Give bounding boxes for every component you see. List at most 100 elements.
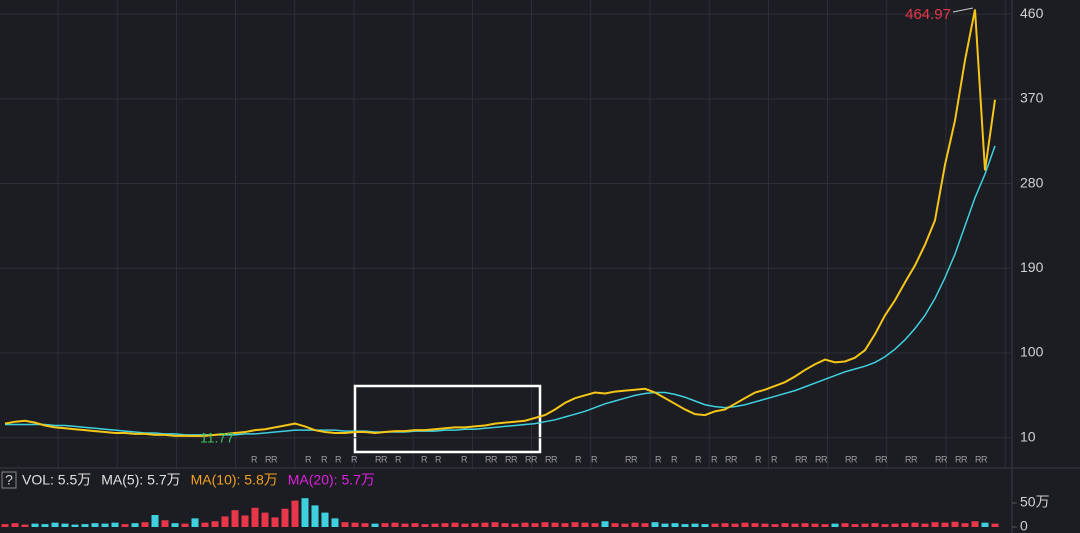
volume-bar (11, 523, 19, 527)
volume-bar (321, 512, 329, 527)
volume-tick-label: 0 (1020, 518, 1028, 533)
r-marker: R (975, 454, 982, 464)
volume-bar (551, 522, 559, 527)
r-marker: R (351, 454, 358, 464)
volume-bar (911, 522, 919, 527)
volume-bar (641, 523, 649, 527)
volume-bar (621, 523, 629, 527)
y-tick-label: 460 (1020, 5, 1044, 21)
r-marker: R (755, 454, 762, 464)
volume-bar (531, 523, 539, 527)
r-marker: R (771, 454, 778, 464)
volume-bar (931, 522, 939, 527)
volume-bar (141, 522, 149, 527)
volume-bar (881, 524, 889, 527)
volume-bar (941, 522, 949, 527)
volume-bar (1, 524, 9, 527)
volume-bar (351, 522, 359, 527)
volume-bar (111, 522, 119, 527)
r-marker: R (305, 454, 312, 464)
r-marker: R (711, 454, 718, 464)
volume-bar (841, 523, 849, 527)
r-marker: R (271, 454, 278, 464)
volume-legend: MA(5): 5.7万 (101, 472, 180, 488)
volume-bar (151, 515, 159, 527)
r-marker: R (655, 454, 662, 464)
help-box[interactable] (1, 471, 17, 489)
volume-bar (51, 522, 59, 527)
volume-bar (581, 522, 589, 527)
r-marker: R (905, 454, 912, 464)
volume-bar (761, 523, 769, 527)
volume-bar (291, 500, 299, 527)
volume-bar (901, 523, 909, 527)
volume-bar (491, 522, 499, 527)
volume-bar (161, 520, 169, 527)
r-marker: R (795, 454, 802, 464)
volume-bar (451, 522, 459, 527)
volume-bar (381, 523, 389, 527)
volume-bar (471, 523, 479, 527)
r-marker: R (461, 454, 468, 464)
volume-bar (361, 523, 369, 527)
r-marker: R (801, 454, 808, 464)
r-marker: R (335, 454, 342, 464)
highlight-box (353, 384, 542, 454)
volume-bar (421, 524, 429, 527)
volume-tick-label: 50万 (1020, 494, 1050, 510)
r-marker: R (551, 454, 558, 464)
y-tick-label: 280 (1020, 174, 1044, 190)
volume-bar (861, 523, 869, 527)
volume-bar (561, 523, 569, 527)
help-icon[interactable]: ? (5, 472, 13, 488)
volume-bar (951, 521, 959, 527)
volume-bar (401, 523, 409, 527)
volume-bar (831, 523, 839, 527)
y-tick-label: 190 (1020, 259, 1044, 275)
volume-bar (891, 523, 899, 527)
volume-bar (851, 524, 859, 527)
r-marker: R (881, 454, 888, 464)
r-marker: R (511, 454, 518, 464)
volume-bar (131, 523, 139, 527)
volume-bar (511, 523, 519, 527)
r-marker: R (525, 454, 532, 464)
volume-bar (521, 522, 529, 527)
volume-bar (441, 523, 449, 527)
volume-bar (431, 523, 439, 527)
volume-legend: VOL: 5.5万 (22, 472, 91, 488)
volume-bar (771, 524, 779, 527)
r-marker: R (251, 454, 258, 464)
r-marker: R (955, 454, 962, 464)
volume-bar (971, 521, 979, 527)
volume-bar (181, 523, 189, 527)
volume-bar (91, 523, 99, 527)
volume-bar (221, 516, 229, 527)
volume-bar (731, 523, 739, 527)
volume-bar (571, 522, 579, 527)
r-marker: R (395, 454, 402, 464)
volume-bar (301, 498, 309, 527)
volume-bar (61, 523, 69, 527)
volume-bar (631, 522, 639, 527)
max-arrow (952, 7, 974, 13)
min-label: 11.77 (200, 430, 234, 446)
volume-bar (71, 524, 79, 527)
volume-bar (81, 524, 89, 527)
volume-bar (741, 522, 749, 527)
volume-bar (781, 523, 789, 527)
r-marker: R (381, 454, 388, 464)
r-marker: R (695, 454, 702, 464)
volume-bar (31, 523, 39, 527)
volume-legend: MA(10): 5.8万 (191, 472, 278, 488)
volume-bar (801, 523, 809, 527)
r-marker: R (321, 454, 328, 464)
volume-bar (271, 517, 279, 527)
volume-bar (411, 523, 419, 527)
volume-bar (961, 523, 969, 527)
price-line (4, 9, 996, 438)
volume-bar (611, 523, 619, 527)
r-marker: R (911, 454, 918, 464)
y-tick-label: 370 (1020, 90, 1044, 106)
